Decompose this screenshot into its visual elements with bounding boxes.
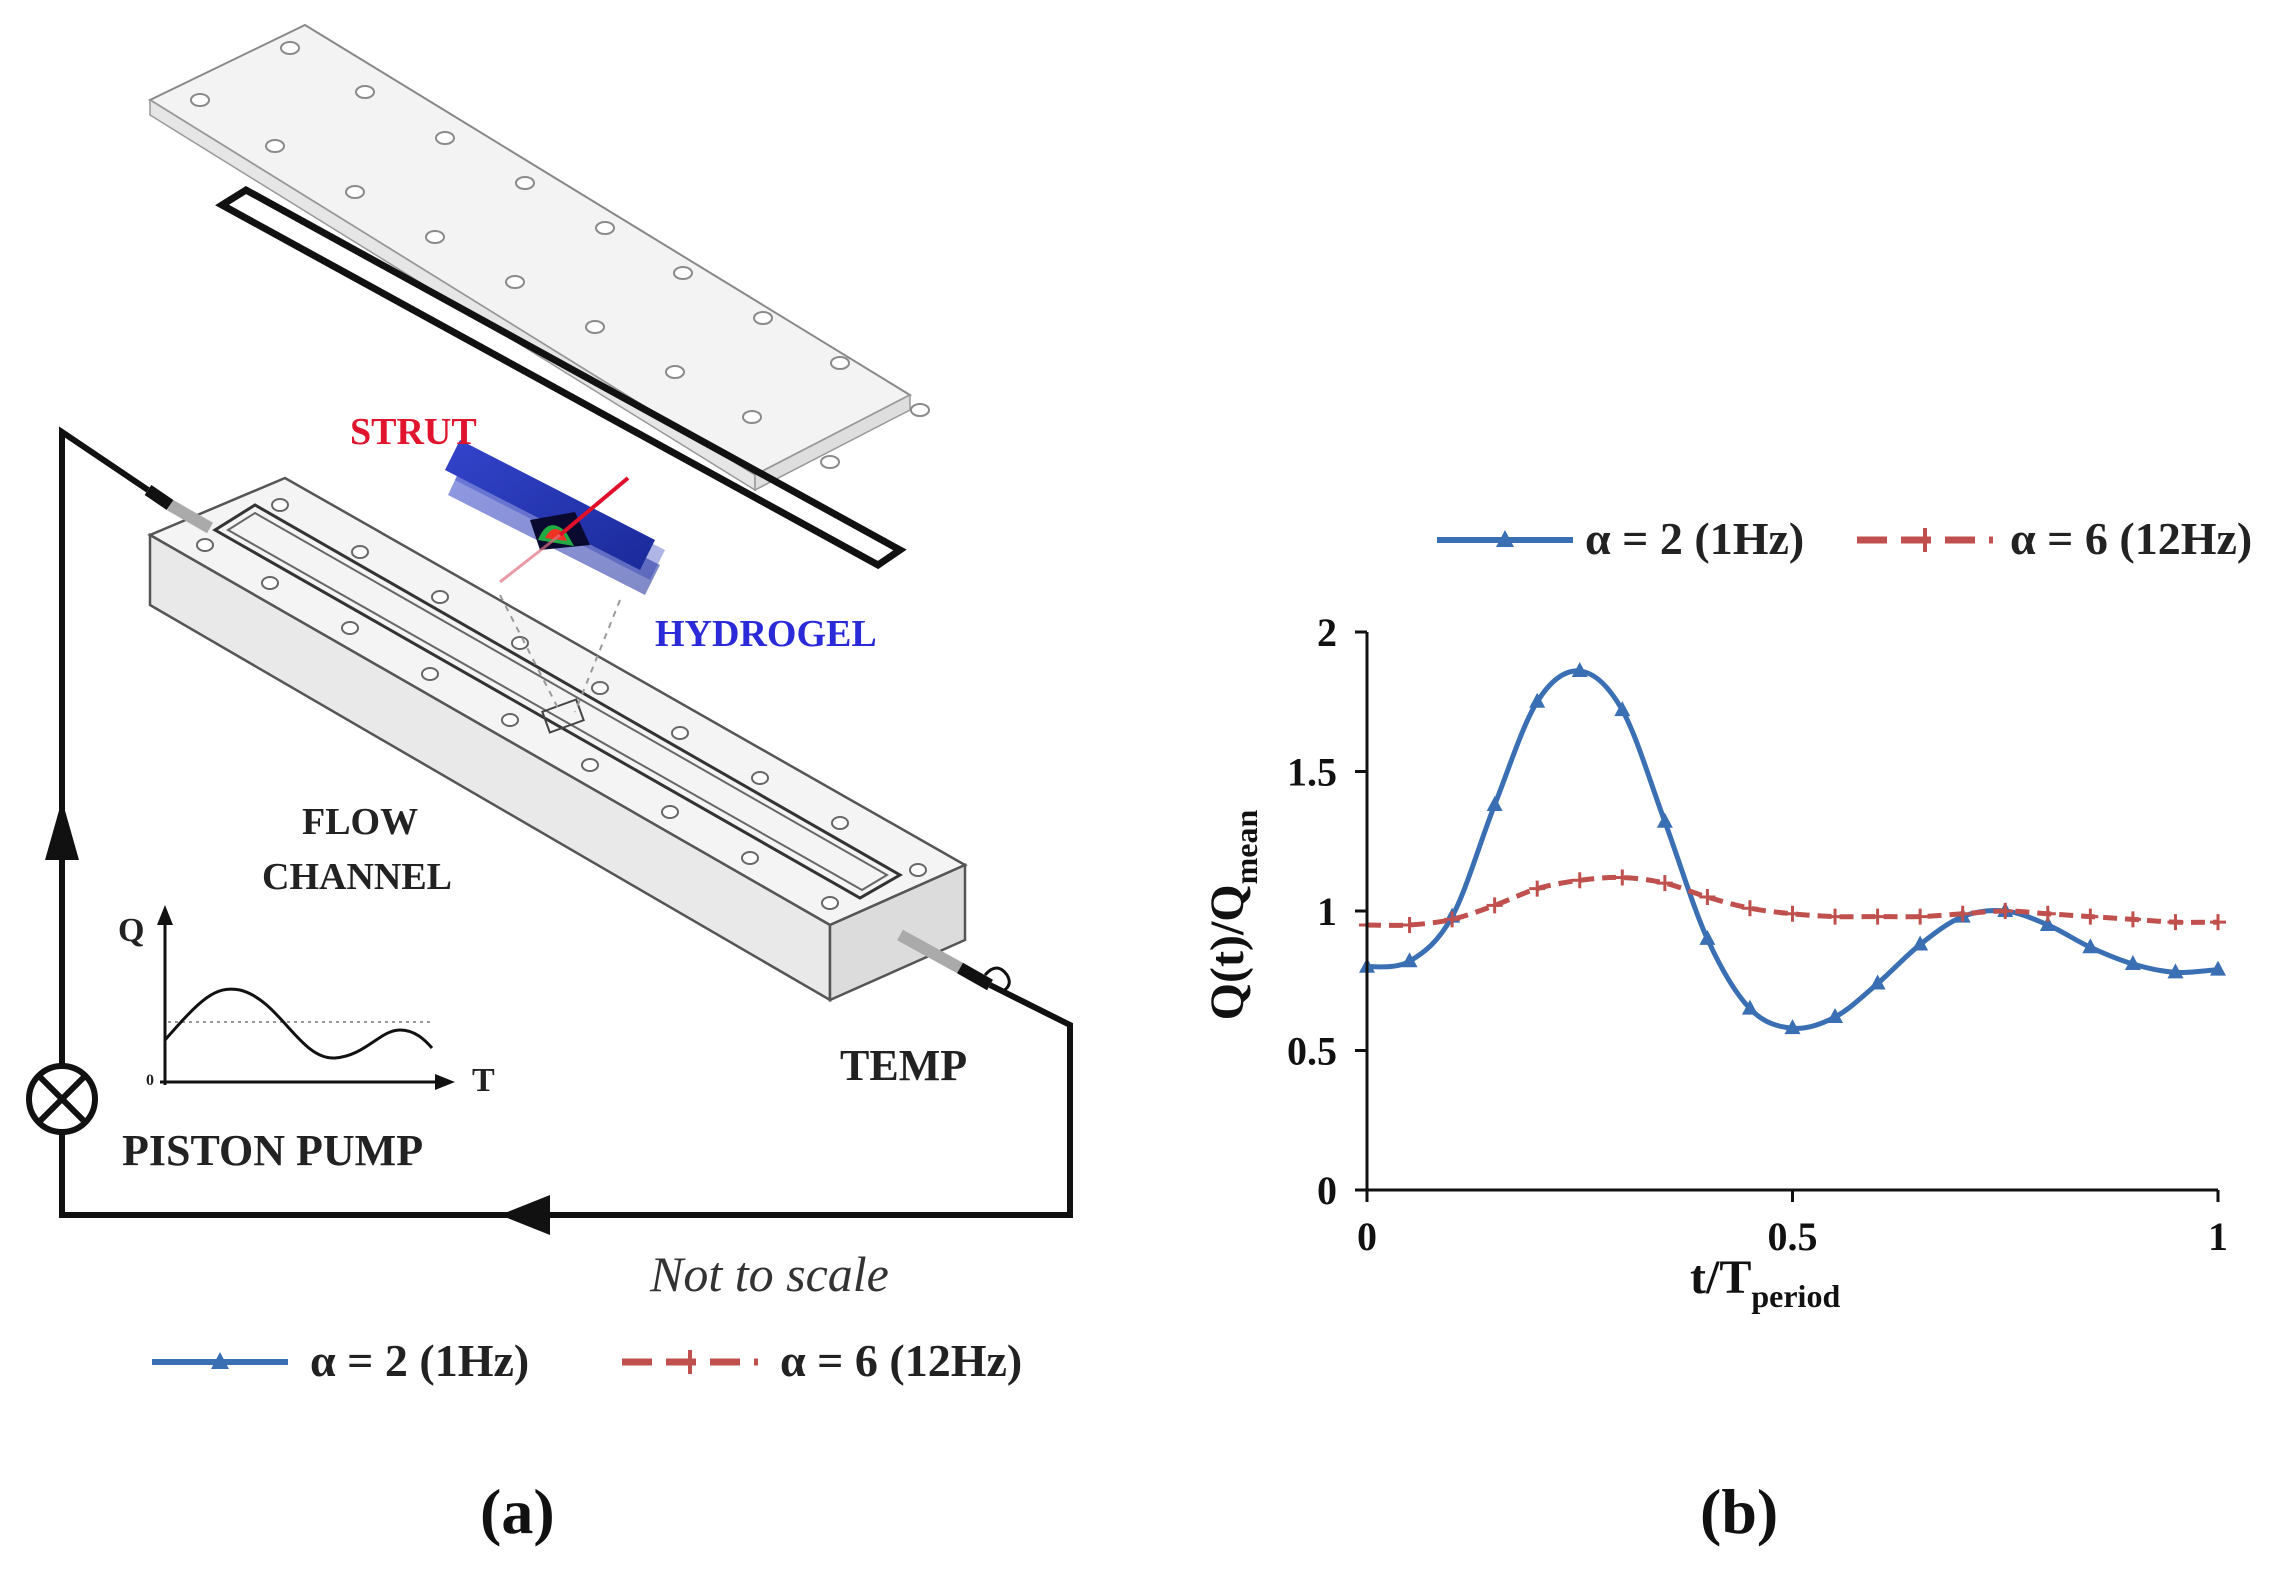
inset-x-label: T	[472, 1062, 495, 1099]
flow-channel-label-line1: FLOW	[302, 801, 419, 843]
caption-a: (a)	[480, 1476, 555, 1547]
plate-bolt-holes	[190, 41, 930, 469]
chart-axes	[1365, 632, 2218, 1192]
block-bolt-holes	[196, 498, 927, 910]
x-axis-title-sub: period	[1751, 1278, 1841, 1314]
series-2-point	[1486, 897, 1503, 914]
series-2-point	[1784, 905, 1801, 922]
series-1-point	[1741, 999, 1758, 1015]
series-2-point	[2167, 914, 2184, 931]
flow-channel-label-line2: CHANNEL	[262, 856, 453, 898]
scale-note: Not to scale	[650, 1246, 889, 1302]
strut-label: STRUT	[350, 411, 477, 453]
series-2-point	[1401, 916, 1418, 933]
series-2-point	[1614, 869, 1631, 886]
flow-arrow-up-icon	[45, 800, 79, 860]
series-1-point	[1784, 1019, 1801, 1035]
series-2-point	[1741, 900, 1758, 917]
series-1-point	[1571, 662, 1588, 678]
series-2-point	[2210, 914, 2226, 931]
pump-symbol-icon	[26, 1063, 98, 1135]
series-2-point	[1912, 908, 1929, 925]
legend-swatch-blue-b	[1437, 530, 1573, 547]
chart-plot-area: 0 0.5 1 1.5 2 0 0.5 1	[1287, 610, 2228, 1259]
series-1-point	[2210, 960, 2226, 976]
piston-pump-label: PISTON PUMP	[122, 1126, 424, 1175]
legend-label-alpha2: α = 2 (1Hz)	[310, 1335, 530, 1386]
x-tick-label: 1	[2208, 1214, 2228, 1259]
tubing	[144, 485, 1011, 993]
legend-label-alpha6: α = 6 (12Hz)	[780, 1335, 1023, 1386]
series-1-point	[2082, 938, 2099, 954]
series-1-point	[1614, 701, 1631, 717]
series-2-point	[2082, 908, 2099, 925]
flow-channel-block	[147, 476, 968, 1003]
legend-label-alpha6-b: α = 6 (12Hz)	[2010, 513, 2253, 564]
inset-origin-label: 0	[146, 1072, 154, 1089]
panel-b-chart: 0 0.5 1 1.5 2 0 0.5 1	[1287, 610, 2228, 1259]
series-1-point	[1827, 1008, 1844, 1024]
series-1-point	[1912, 935, 1929, 951]
series-2-point	[1869, 908, 1886, 925]
series-2-point	[1699, 889, 1716, 906]
top-plate	[147, 23, 930, 492]
series-line-2	[1366, 874, 2219, 928]
series-1-point	[1529, 692, 1546, 708]
panel-a-diagram	[26, 23, 1073, 1235]
legend-swatch-red-b	[1857, 528, 1993, 552]
x-tick-label: 0.5	[1768, 1214, 1818, 1259]
pump-waveform-inset	[157, 905, 455, 1090]
inset-y-label: Q	[118, 912, 145, 949]
series-2-point	[1571, 872, 1588, 889]
series-line-1	[1366, 668, 2219, 1031]
series-2-point	[2124, 911, 2141, 928]
series-2-point	[1529, 880, 1546, 897]
legend-swatch-red	[622, 1350, 758, 1374]
x-tick-label: 0	[1357, 1214, 1377, 1259]
legend-label-alpha2-b: α = 2 (1Hz)	[1585, 513, 1805, 564]
y-tick-label: 0.5	[1287, 1029, 1337, 1074]
series-2-point	[2039, 905, 2056, 922]
legend-swatch-blue	[152, 1352, 288, 1369]
y-axis-title: Q(t)/Qmean	[1200, 765, 1264, 1065]
temp-label: TEMP	[840, 1041, 968, 1090]
series-2-point	[1954, 905, 1971, 922]
series-1-point	[1486, 795, 1503, 811]
y-axis-title-sub: mean	[1228, 809, 1264, 885]
hydrogel-label: HYDROGEL	[655, 613, 877, 655]
y-tick-label: 1.5	[1287, 750, 1337, 795]
series-1-point	[1869, 974, 1886, 990]
series-2-point	[1444, 911, 1461, 928]
hydrogel-sample	[445, 440, 665, 713]
gasket	[215, 185, 907, 570]
y-tick-label: 1	[1317, 889, 1337, 934]
flow-arrow-left-icon	[500, 1195, 550, 1235]
caption-b: (b)	[1700, 1476, 1779, 1547]
y-tick-label: 2	[1317, 610, 1337, 655]
series-2-point	[1656, 875, 1673, 892]
y-axis-title-main: Q(t)/Q	[1201, 884, 1254, 1021]
series-1-point	[2124, 955, 2141, 971]
x-axis-title: t/Tperiod	[1690, 1250, 1840, 1314]
series-2-point	[1997, 903, 2014, 919]
series-2-point	[1827, 908, 1844, 925]
y-tick-label: 0	[1317, 1168, 1337, 1213]
series-1-point	[2039, 915, 2056, 931]
series-1-point	[2167, 963, 2184, 979]
x-axis-title-main: t/T	[1690, 1251, 1752, 1304]
series-1-point	[1699, 929, 1716, 945]
series-1-point	[1656, 812, 1673, 828]
series-1-point	[1401, 952, 1418, 968]
